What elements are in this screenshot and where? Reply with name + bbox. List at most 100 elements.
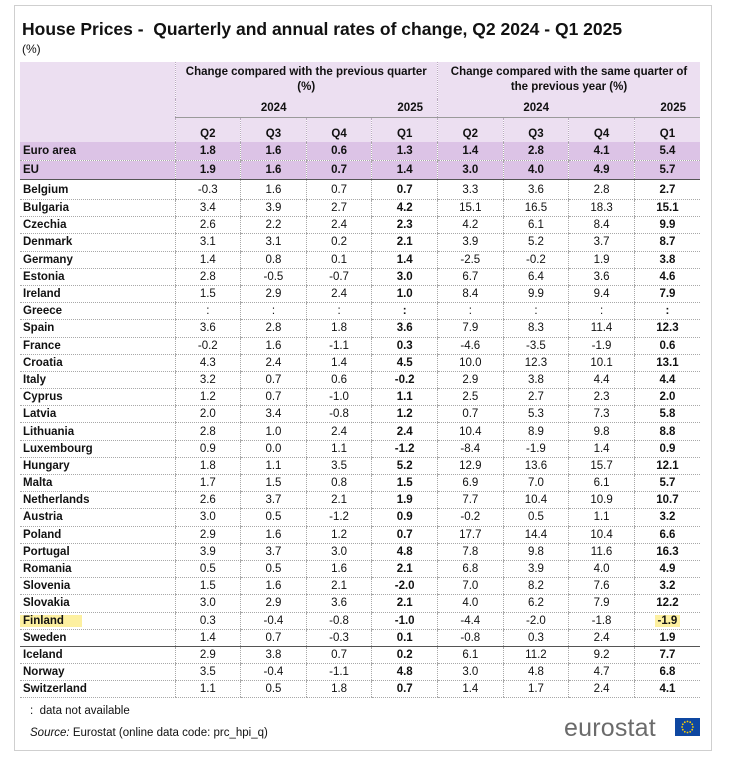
value-cell: 4.3 bbox=[174, 354, 241, 372]
cell-text: 9.4 bbox=[593, 288, 610, 301]
value-cell: 3.3 bbox=[437, 179, 504, 200]
value-cell: 3.6 bbox=[174, 319, 241, 338]
value-cell: -1.9 bbox=[633, 612, 700, 630]
value-cell: 3.2 bbox=[633, 508, 700, 527]
value-cell: 1.7 bbox=[502, 680, 569, 699]
value-cell: 3.0 bbox=[174, 508, 241, 527]
row-name: Latvia bbox=[20, 405, 175, 424]
value-cell: 3.7 bbox=[568, 233, 635, 252]
row-name: Belgium bbox=[20, 179, 175, 200]
row-name: Switzerland bbox=[20, 680, 175, 699]
cell-text: Greece bbox=[23, 305, 63, 318]
value-cell: 7.7 bbox=[437, 491, 504, 510]
value-cell: 16.5 bbox=[502, 199, 569, 218]
cell-text: 5.2 bbox=[396, 459, 413, 472]
cell-text: 1.2 bbox=[396, 408, 413, 421]
cell-text: 1.2 bbox=[199, 391, 216, 404]
value-cell: 4.1 bbox=[633, 680, 700, 699]
cell-text: 2.6 bbox=[199, 219, 216, 232]
cell-text: 0.3 bbox=[396, 339, 413, 352]
table-row: Italy 3.2 0.7 0.6 -0.2 2.9 3.8 4.4 4.4 bbox=[20, 371, 700, 390]
cell-text: 2.4 bbox=[265, 356, 282, 369]
value-cell: -2.5 bbox=[437, 251, 504, 269]
row-name: Estonia bbox=[20, 268, 175, 286]
cell-text: 1.5 bbox=[396, 477, 413, 490]
cell-text: 2.3 bbox=[593, 391, 610, 404]
cell-text: 2025 bbox=[397, 102, 423, 114]
cell-text: 1.9 bbox=[659, 631, 676, 644]
cell-text: 5.3 bbox=[527, 408, 544, 421]
value-cell: 0.3 bbox=[502, 629, 569, 647]
cell-text: 8.8 bbox=[659, 425, 676, 438]
cell-text: -1.9 bbox=[591, 339, 612, 352]
value-cell: 2.6 bbox=[174, 491, 241, 510]
value-cell: 1.1 bbox=[371, 388, 438, 407]
cell-text: 2025 bbox=[660, 102, 686, 114]
cell-text: Romania bbox=[23, 563, 72, 576]
cell-text: -1.0 bbox=[394, 614, 415, 627]
row-name: Malta bbox=[20, 474, 175, 493]
value-cell: 1.4 bbox=[437, 142, 504, 161]
logo: eurostat bbox=[564, 714, 656, 742]
value-cell: 15.1 bbox=[437, 199, 504, 218]
value-cell: 3.6 bbox=[305, 594, 372, 613]
cell-text: 7.6 bbox=[593, 580, 610, 593]
cell-text: Czechia bbox=[23, 219, 67, 232]
row-name: Hungary bbox=[20, 457, 175, 476]
cell-text: Norway bbox=[23, 666, 65, 679]
cell-text: 10.7 bbox=[656, 494, 679, 507]
year-header: 2025 bbox=[371, 99, 438, 118]
cell-text: 3.2 bbox=[199, 373, 216, 386]
value-cell: 3.9 bbox=[502, 560, 569, 579]
table-row: Estonia 2.8 -0.5 -0.7 3.0 6.7 6.4 3.6 4.6 bbox=[20, 268, 700, 286]
cell-text: 0.7 bbox=[462, 408, 479, 421]
cell-text: 2.1 bbox=[331, 494, 348, 507]
value-cell: 3.1 bbox=[174, 233, 241, 252]
value-cell: 6.6 bbox=[633, 526, 700, 544]
value-cell: 1.2 bbox=[371, 405, 438, 424]
cell-text: 1.6 bbox=[265, 183, 282, 196]
value-cell: 6.8 bbox=[437, 560, 504, 579]
cell-text: 16.3 bbox=[656, 545, 679, 558]
value-cell: 18.3 bbox=[568, 199, 635, 218]
value-cell: 7.0 bbox=[437, 577, 504, 596]
cell-text: 2.7 bbox=[331, 202, 348, 215]
cell-text: Cyprus bbox=[23, 391, 63, 404]
value-cell: 1.7 bbox=[174, 474, 241, 493]
table-row: Malta 1.7 1.5 0.8 1.5 6.9 7.0 6.1 5.7 bbox=[20, 474, 700, 493]
table-row: Sweden 1.4 0.7 -0.3 0.1 -0.8 0.3 2.4 1.9 bbox=[20, 629, 700, 647]
cell-text: 1.4 bbox=[593, 442, 610, 455]
value-cell: 10.4 bbox=[502, 491, 569, 510]
value-cell: -0.2 bbox=[437, 508, 504, 527]
value-cell: -0.3 bbox=[305, 629, 372, 647]
value-cell: 9.8 bbox=[502, 543, 569, 561]
value-cell: 0.6 bbox=[633, 337, 700, 355]
cell-text: Q2 bbox=[200, 128, 216, 140]
cell-text: -0.2 bbox=[460, 511, 481, 524]
table-row: Hungary 1.8 1.1 3.5 5.2 12.9 13.6 15.7 12.1 bbox=[20, 457, 700, 476]
value-cell: 2.5 bbox=[437, 388, 504, 407]
value-cell: : bbox=[633, 302, 700, 321]
value-cell: 7.0 bbox=[502, 474, 569, 493]
value-cell: 8.8 bbox=[633, 422, 700, 441]
cell-text: EU bbox=[23, 164, 39, 176]
value-cell: 1.5 bbox=[174, 577, 241, 596]
value-cell: 1.6 bbox=[240, 577, 307, 596]
value-cell: -4.6 bbox=[437, 337, 504, 355]
cell-text: 6.1 bbox=[593, 477, 610, 490]
row-name: Finland bbox=[20, 612, 175, 630]
cell-text: 6.1 bbox=[462, 648, 479, 661]
table-row: Czechia 2.6 2.2 2.4 2.3 4.2 6.1 8.4 9.9 bbox=[20, 216, 700, 235]
value-cell: 12.1 bbox=[633, 457, 700, 476]
cell-text: 0.7 bbox=[331, 164, 348, 176]
value-cell: -0.5 bbox=[240, 268, 307, 286]
value-cell: 2.4 bbox=[305, 216, 372, 235]
value-cell: 6.4 bbox=[502, 268, 569, 286]
value-cell: 0.8 bbox=[240, 251, 307, 269]
cell-text: Q4 bbox=[593, 128, 610, 140]
cell-text: 0.2 bbox=[396, 648, 413, 661]
quarter-header: Q3 bbox=[240, 117, 307, 142]
cell-text: 0.9 bbox=[199, 442, 216, 455]
value-cell: 1.9 bbox=[568, 251, 635, 269]
